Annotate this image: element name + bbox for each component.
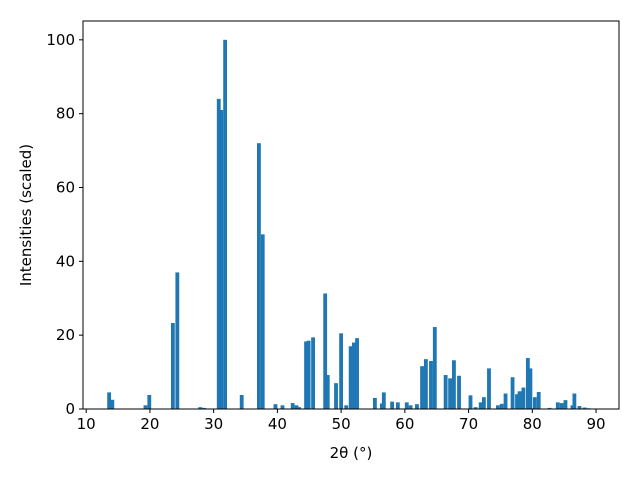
- bar: [175, 272, 180, 409]
- bar: [515, 394, 519, 409]
- bar: [294, 405, 299, 409]
- bar: [297, 407, 301, 409]
- bar: [481, 397, 486, 409]
- y-tick-label: 20: [56, 326, 75, 344]
- bar: [306, 340, 311, 409]
- bar: [147, 394, 152, 409]
- bar: [563, 400, 568, 409]
- x-tick-label: 70: [459, 415, 478, 433]
- bar: [521, 387, 526, 409]
- bar: [415, 404, 419, 409]
- bar: [143, 405, 148, 409]
- bar: [559, 403, 564, 409]
- bar: [443, 375, 448, 409]
- bar: [339, 333, 344, 409]
- bar: [473, 407, 478, 409]
- bar: [355, 338, 359, 409]
- bar: [423, 359, 428, 409]
- bar: [348, 346, 353, 409]
- bar: [536, 392, 541, 409]
- bar: [547, 407, 552, 409]
- bar: [452, 360, 456, 409]
- bar: [577, 406, 582, 409]
- bar: [239, 394, 244, 409]
- bar: [290, 403, 295, 409]
- x-tick-label: 30: [204, 415, 223, 433]
- bar: [457, 375, 461, 409]
- bar: [219, 109, 224, 409]
- y-tick-label: 60: [56, 178, 75, 196]
- bar: [260, 234, 265, 409]
- x-tick-label: 20: [140, 415, 159, 433]
- bar: [311, 337, 315, 409]
- axes-frame: [82, 20, 620, 410]
- y-tick-label: 0: [65, 400, 75, 418]
- bar: [517, 391, 522, 409]
- bar: [495, 405, 500, 409]
- bar: [555, 402, 560, 409]
- bar: [325, 375, 330, 409]
- bar: [372, 397, 377, 409]
- bar: [273, 404, 278, 409]
- x-tick-label: 50: [332, 415, 351, 433]
- bar: [478, 402, 483, 409]
- bar: [216, 98, 221, 410]
- bar: [404, 402, 409, 409]
- bar: [468, 395, 473, 409]
- bar: [528, 368, 533, 409]
- y-tick-label: 80: [56, 105, 75, 123]
- bar: [344, 405, 349, 409]
- bar: [408, 405, 413, 409]
- x-tick-label: 80: [523, 415, 542, 433]
- bar: [525, 358, 530, 409]
- bar: [280, 405, 285, 409]
- x-axis-label: 2θ (°): [330, 444, 373, 462]
- bar: [256, 143, 261, 410]
- bar: [351, 342, 356, 409]
- bar: [202, 407, 207, 409]
- bar: [304, 341, 308, 409]
- bar: [532, 397, 537, 409]
- x-tick-label: 90: [587, 415, 606, 433]
- bar: [432, 327, 437, 409]
- bar: [390, 401, 395, 409]
- bar: [572, 393, 577, 409]
- bar: [110, 399, 115, 409]
- bar: [503, 393, 508, 409]
- x-tick-label: 40: [268, 415, 287, 433]
- bar: [334, 383, 338, 409]
- bar: [420, 366, 424, 409]
- bar: [510, 377, 515, 409]
- bar: [223, 39, 228, 409]
- bar: [582, 407, 587, 409]
- bar: [170, 322, 175, 409]
- x-tick-label: 60: [395, 415, 414, 433]
- bar: [107, 392, 112, 409]
- y-axis-label: Intensities (scaled): [17, 144, 35, 286]
- bar: [395, 402, 400, 409]
- bar: [429, 361, 433, 409]
- y-tick-label: 100: [46, 31, 75, 49]
- bar: [487, 368, 491, 409]
- bar: [198, 407, 203, 409]
- bar: [381, 392, 386, 409]
- y-tick-label: 40: [56, 252, 75, 270]
- bar: [323, 293, 328, 409]
- x-tick-label: 10: [77, 415, 96, 433]
- bar: [499, 403, 504, 409]
- bar: [448, 378, 453, 409]
